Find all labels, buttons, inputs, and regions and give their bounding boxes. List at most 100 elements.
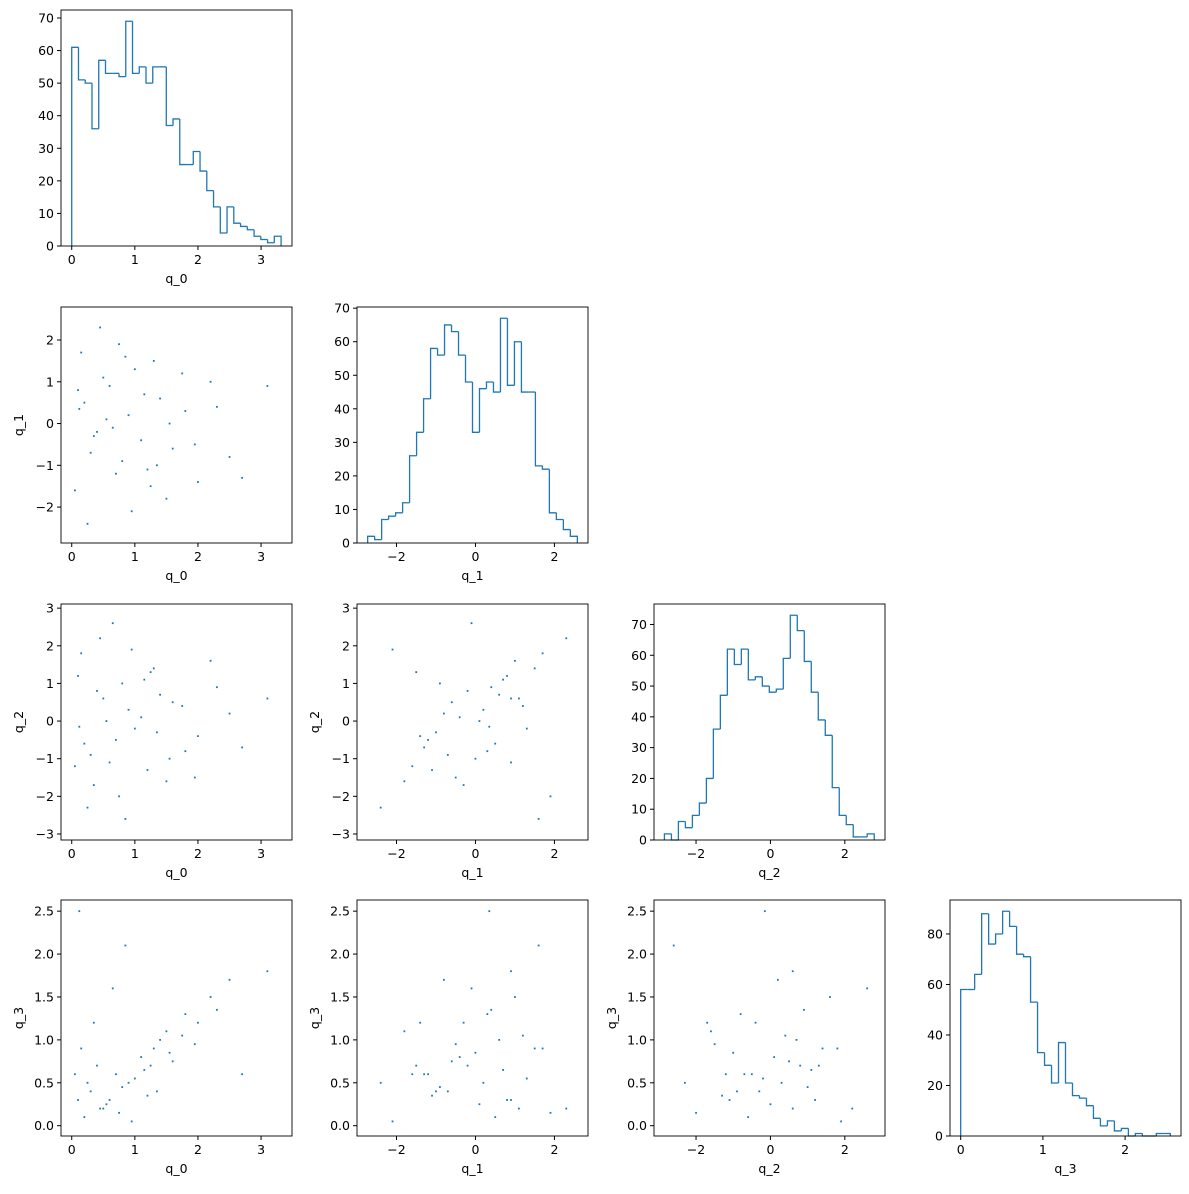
point xyxy=(83,1116,86,1119)
point xyxy=(171,1060,174,1063)
hist-step xyxy=(125,20,133,77)
point xyxy=(442,978,445,981)
hist-step xyxy=(852,824,861,838)
point xyxy=(111,987,114,990)
point xyxy=(517,1107,520,1110)
axes-frame xyxy=(653,899,886,1137)
y-tick-label: 2.0 xyxy=(34,947,54,962)
y-tick-label: 0 xyxy=(46,239,54,254)
point xyxy=(140,1056,143,1058)
x-tick-label: 2 xyxy=(550,549,558,564)
point xyxy=(96,690,98,692)
point xyxy=(541,652,544,655)
point xyxy=(149,671,152,674)
point xyxy=(773,1056,776,1058)
point xyxy=(73,489,76,492)
point xyxy=(514,996,516,998)
hist-step xyxy=(555,512,564,521)
point xyxy=(80,351,83,354)
y-tick-label: −3 xyxy=(332,826,350,841)
point xyxy=(146,769,149,771)
x-tick-label: 2 xyxy=(194,846,202,861)
hist-step xyxy=(118,73,126,78)
x-axis-label: q_1 xyxy=(461,568,483,583)
y-tick-label: 10 xyxy=(38,206,54,221)
point xyxy=(517,697,520,700)
point xyxy=(806,1086,809,1088)
point xyxy=(683,1081,686,1084)
point xyxy=(494,742,497,745)
hist-step xyxy=(98,59,106,129)
point xyxy=(83,742,86,745)
y-tick-label: 0 xyxy=(46,416,54,431)
point xyxy=(713,1043,716,1046)
x-tick-label: 0 xyxy=(471,846,479,861)
hist-step xyxy=(260,236,268,241)
y-tick-label: 0.5 xyxy=(34,1075,54,1090)
hist-step xyxy=(698,802,707,816)
hist-step xyxy=(1113,1120,1122,1132)
hist-step xyxy=(548,469,557,514)
hist-step xyxy=(84,79,92,84)
hist-step xyxy=(831,735,840,789)
y-tick-label: −1 xyxy=(36,751,54,766)
y-tick-label: 60 xyxy=(38,43,54,58)
point xyxy=(89,1090,92,1093)
point xyxy=(549,1111,552,1114)
point xyxy=(133,1077,136,1080)
x-tick-label: 0 xyxy=(471,549,479,564)
y-tick-label: 0 xyxy=(46,714,54,729)
point xyxy=(488,910,491,913)
hist-step xyxy=(754,676,763,680)
point xyxy=(168,1051,171,1054)
point xyxy=(458,1056,461,1058)
hist-step xyxy=(1106,1120,1115,1126)
y-axis-label: q_2 xyxy=(307,711,322,733)
point xyxy=(111,426,114,429)
point xyxy=(152,1047,155,1050)
hist-step xyxy=(569,529,578,543)
hist-step xyxy=(91,83,99,130)
hist-step xyxy=(1071,1082,1080,1097)
point xyxy=(77,389,79,392)
point xyxy=(482,708,485,711)
hist-step xyxy=(1064,1042,1073,1084)
hist-step xyxy=(960,988,968,1136)
x-tick-label: 3 xyxy=(257,252,265,267)
hist-step xyxy=(845,815,854,826)
point xyxy=(99,637,102,640)
point xyxy=(193,776,196,779)
point xyxy=(439,1086,441,1088)
hist-step xyxy=(436,348,445,356)
point xyxy=(510,970,512,973)
point xyxy=(724,1073,727,1076)
x-tick-label: −2 xyxy=(387,549,405,564)
point xyxy=(521,705,524,707)
point xyxy=(73,1073,76,1076)
point xyxy=(450,701,453,704)
point xyxy=(565,1107,568,1110)
point xyxy=(488,725,491,728)
y-tick-label: 1.0 xyxy=(330,1032,350,1047)
point xyxy=(228,712,231,715)
point xyxy=(494,1116,497,1119)
point xyxy=(533,667,536,670)
y-tick-label: −1 xyxy=(36,458,54,473)
point xyxy=(780,1081,783,1084)
point xyxy=(108,761,111,764)
point xyxy=(462,1021,465,1024)
point xyxy=(149,1064,152,1067)
hist-step xyxy=(987,913,996,945)
hist-step xyxy=(520,341,529,393)
point xyxy=(423,1073,426,1076)
hist-step xyxy=(415,431,424,456)
point xyxy=(168,422,171,425)
hist-step xyxy=(266,239,275,244)
y-tick-label: 1.5 xyxy=(34,989,54,1004)
y-tick-label: 0 xyxy=(342,714,350,729)
point xyxy=(814,1099,816,1101)
point xyxy=(181,705,184,707)
y-tick-label: 0 xyxy=(639,833,647,848)
point xyxy=(146,468,149,471)
y-tick-label: −2 xyxy=(36,500,54,515)
